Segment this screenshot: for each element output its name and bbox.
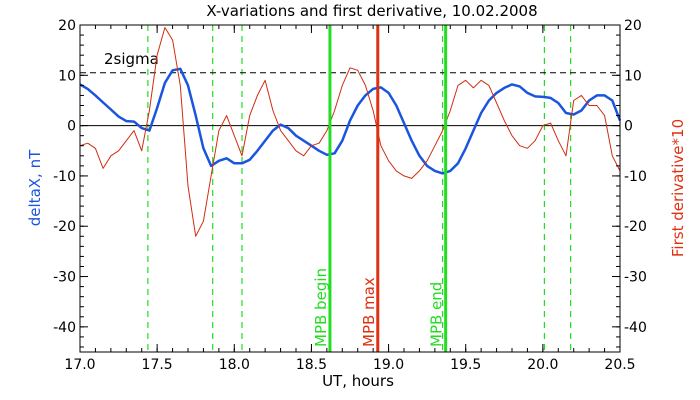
chart-title: X-variations and first derivative, 10.02…: [206, 2, 537, 20]
y-tick-label-right-3: -10: [624, 169, 647, 185]
mpb-marker-label-1: MPB max: [360, 277, 378, 347]
y-tick-label-left-6: -40: [53, 320, 76, 336]
y-tick-label-left-1: 10: [58, 68, 76, 84]
y-tick-label-left-2: 0: [67, 119, 76, 135]
plot-area: 2sigma MPB begin MPB max MPB end 17.0 17.5 18.…: [53, 18, 647, 373]
y-tick-label-right-0: 20: [624, 18, 642, 34]
y-tick-label-right-2: 0: [624, 119, 633, 135]
y-tick-label-left-4: -20: [53, 219, 76, 235]
y-tick-label-right-4: -20: [624, 219, 647, 235]
mpb-marker-label-0: MPB begin: [312, 268, 330, 347]
x-axis-label: UT, hours: [322, 372, 394, 390]
y-axis-label-left: deltaX, nT: [26, 149, 44, 226]
y-tick-label-right-1: 10: [624, 68, 642, 84]
y-tick-label-right-6: -40: [624, 320, 647, 336]
x-tick-label-0: 17.0: [64, 357, 95, 373]
x-tick-label-6: 20.0: [527, 357, 558, 373]
y-tick-label-right-5: -30: [624, 270, 647, 286]
derivative-line: [79, 27, 621, 237]
two-sigma-label: 2sigma: [104, 50, 159, 68]
y-tick-label-left-0: 20: [58, 18, 76, 34]
x-tick-label-5: 19.5: [450, 357, 481, 373]
x-tick-label-3: 18.5: [296, 357, 327, 373]
x-tick-label-7: 20.5: [604, 357, 635, 373]
x-tick-label-2: 18.0: [219, 357, 250, 373]
y-tick-label-left-3: -10: [53, 169, 76, 185]
x-tick-label-1: 17.5: [142, 357, 173, 373]
x-tick-label-4: 19.0: [373, 357, 404, 373]
plot-frame: [79, 24, 621, 353]
mpb-marker-label-2: MPB end: [428, 282, 446, 347]
deltax-line: [79, 67, 622, 175]
y-axis-label-right: First derivative*10: [669, 119, 687, 257]
y-tick-label-left-5: -30: [53, 270, 76, 286]
